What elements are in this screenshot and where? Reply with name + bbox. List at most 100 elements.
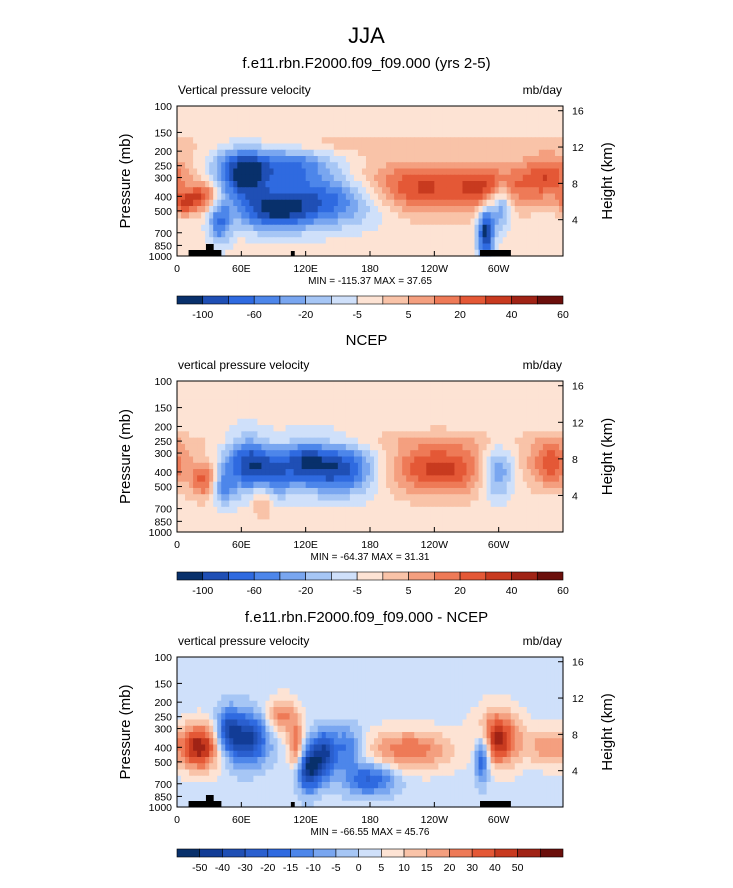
heat-cell — [530, 431, 536, 439]
heat-cell — [193, 475, 198, 483]
heat-cell — [422, 475, 427, 483]
heat-cell — [534, 500, 540, 508]
heat-cell — [225, 500, 230, 508]
heat-cell — [193, 412, 198, 420]
heat-cell — [434, 106, 439, 113]
heat-cell — [550, 243, 556, 251]
heat-cell — [333, 425, 339, 432]
heat-cell — [498, 469, 504, 476]
heat-cell — [522, 406, 528, 414]
heat-cell — [462, 224, 468, 232]
heat-cell — [365, 206, 371, 213]
heat-cell — [474, 218, 480, 226]
heat-cell — [470, 418, 476, 426]
heat-cell — [229, 443, 234, 451]
heat-cell — [454, 249, 460, 257]
heat-cell — [430, 131, 435, 138]
heat-cell — [325, 663, 331, 671]
heat-cell — [386, 174, 391, 182]
heat-cell — [398, 162, 403, 170]
heat-cell — [345, 456, 351, 464]
heat-cell — [502, 469, 508, 476]
heat-cell — [177, 199, 182, 207]
heat-cell — [189, 418, 194, 426]
heat-cell — [550, 475, 556, 483]
heat-cell — [378, 393, 383, 401]
heat-cell — [177, 387, 182, 395]
heat-cell — [374, 149, 379, 157]
heat-cell — [361, 112, 367, 120]
heat-cell — [518, 249, 524, 257]
heat-cell — [382, 106, 387, 113]
heat-cell — [261, 149, 267, 157]
heat-cell — [542, 663, 548, 671]
heat-cell — [490, 143, 496, 151]
heat-cell — [534, 112, 540, 120]
heat-cell — [365, 469, 371, 476]
heat-cell — [205, 106, 210, 113]
heat-cell — [382, 500, 387, 508]
heat-cell — [398, 494, 403, 502]
heat-cell — [297, 443, 303, 451]
heat-cell — [458, 513, 464, 521]
heat-cell — [550, 149, 556, 157]
heat-cell — [285, 437, 291, 445]
heat-cell — [249, 669, 254, 677]
heat-cell — [345, 106, 351, 113]
heat-cell — [458, 206, 464, 213]
heat-cell — [434, 206, 439, 213]
heat-cell — [237, 193, 242, 201]
heat-cell — [213, 149, 218, 157]
heat-cell — [285, 418, 291, 426]
heat-cell — [542, 162, 548, 170]
heat-cell — [378, 149, 383, 157]
heat-cell — [402, 218, 407, 226]
heat-cell — [325, 406, 331, 414]
heat-cell — [494, 112, 500, 120]
heat-cell — [325, 431, 331, 439]
heat-cell — [185, 212, 190, 220]
heat-cell — [197, 525, 202, 533]
heat-cell — [470, 106, 476, 113]
heat-cell — [229, 475, 234, 483]
heat-cell — [357, 487, 363, 495]
heat-cell — [510, 218, 516, 226]
heat-cell — [486, 199, 492, 207]
heat-cell — [454, 418, 460, 426]
heat-cell — [426, 249, 431, 257]
heat-cell — [233, 494, 238, 502]
heat-cell — [285, 149, 291, 157]
heat-cell — [309, 381, 315, 388]
heat-cell — [542, 137, 548, 145]
heat-cell — [349, 137, 355, 145]
heat-cell — [466, 437, 472, 445]
heat-cell — [261, 206, 267, 213]
heat-cell — [345, 487, 351, 495]
heat-cell — [550, 118, 556, 126]
colorbar-label: 60 — [557, 309, 569, 321]
heat-cell — [185, 431, 190, 439]
heat-cell — [237, 399, 242, 407]
heat-cell — [502, 506, 508, 514]
heat-cell — [474, 437, 480, 445]
heat-cell — [418, 112, 423, 120]
heat-cell — [410, 181, 415, 188]
heat-cell — [406, 174, 411, 182]
heat-cell — [474, 450, 480, 458]
heat-cell — [221, 487, 226, 495]
heat-cell — [530, 224, 536, 232]
heat-cell — [349, 249, 355, 257]
heat-cell — [486, 243, 492, 251]
heat-cell — [438, 106, 443, 113]
heat-cell — [510, 506, 516, 514]
heat-cell — [382, 657, 387, 664]
heat-cell — [466, 243, 472, 251]
heat-cell — [554, 469, 560, 476]
heat-cell — [353, 106, 359, 113]
heat-cell — [261, 162, 267, 170]
heat-cell — [289, 462, 295, 470]
heat-cell — [237, 218, 242, 226]
heat-cell — [398, 143, 403, 151]
heat-cell — [241, 506, 246, 514]
heat-cell — [554, 131, 560, 138]
